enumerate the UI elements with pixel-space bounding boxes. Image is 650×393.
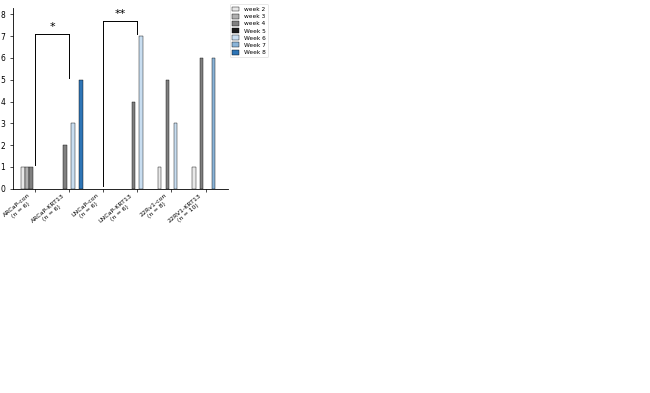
- Bar: [72, 123, 75, 189]
- Bar: [158, 167, 161, 189]
- Legend: week 2, week 3, week 4, Week 5, Week 6, Week 7, Week 8: week 2, week 3, week 4, Week 5, Week 6, …: [229, 4, 268, 57]
- Bar: [131, 101, 135, 189]
- Text: *: *: [49, 22, 55, 32]
- Bar: [21, 167, 25, 189]
- Bar: [25, 167, 29, 189]
- Text: **: **: [114, 9, 126, 19]
- Bar: [140, 36, 143, 189]
- Bar: [166, 80, 169, 189]
- Bar: [174, 123, 177, 189]
- Bar: [192, 167, 196, 189]
- Bar: [79, 80, 83, 189]
- Bar: [212, 58, 215, 189]
- Bar: [63, 145, 67, 189]
- Bar: [200, 58, 203, 189]
- Bar: [29, 167, 32, 189]
